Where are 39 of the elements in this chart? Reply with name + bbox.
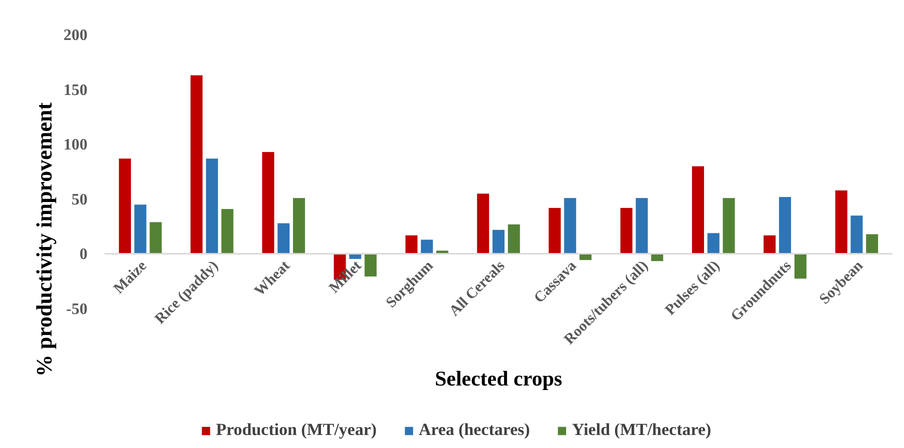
bar — [277, 222, 290, 254]
bar — [794, 253, 807, 280]
legend-label: Area (hectares) — [418, 420, 530, 440]
bar — [706, 232, 720, 254]
bar — [262, 152, 275, 254]
y-tick-label: 150 — [64, 82, 88, 99]
bar — [364, 253, 378, 277]
bar — [850, 215, 864, 254]
bar — [492, 229, 506, 254]
x-axis-title: Selected crops — [434, 366, 562, 390]
bar — [205, 158, 218, 254]
bar — [118, 158, 132, 254]
legend-label: Production (MT/year) — [216, 420, 377, 440]
bar — [476, 193, 490, 254]
y-tick-label: -50 — [66, 301, 88, 318]
y-tick-label: 100 — [64, 136, 88, 154]
y-tick-label: 200 — [64, 27, 88, 44]
legend-label: Yield (MT/hectare) — [572, 420, 712, 440]
bar — [763, 234, 776, 254]
bar — [620, 207, 633, 254]
bar — [691, 166, 705, 254]
bar — [834, 190, 848, 254]
bar — [548, 207, 562, 254]
bar — [134, 204, 147, 254]
bar — [866, 234, 879, 254]
bar — [420, 239, 434, 254]
bar — [404, 234, 418, 254]
bar — [778, 196, 792, 254]
bar — [635, 198, 648, 254]
bar — [722, 198, 736, 254]
bar — [292, 198, 306, 254]
y-axis-title: % productivity improvement — [32, 102, 56, 377]
bar — [220, 208, 234, 254]
y-tick-label: 0 — [80, 246, 88, 264]
bar — [507, 224, 520, 254]
bar — [149, 222, 162, 254]
bar — [564, 198, 577, 254]
y-tick-label: 50 — [72, 191, 88, 208]
bar — [190, 74, 204, 254]
